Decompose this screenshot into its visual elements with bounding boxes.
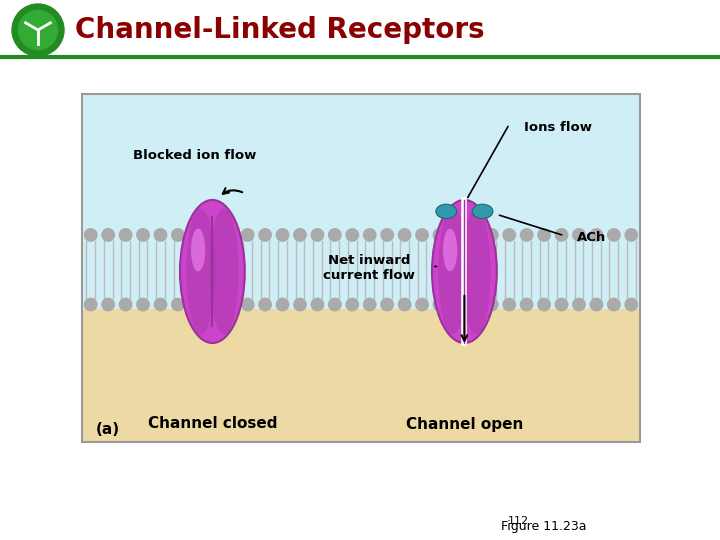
- Circle shape: [416, 229, 428, 241]
- Circle shape: [241, 298, 254, 310]
- Circle shape: [398, 298, 411, 310]
- Circle shape: [276, 298, 289, 310]
- Text: Channel open: Channel open: [405, 416, 523, 431]
- Circle shape: [189, 298, 202, 310]
- Circle shape: [590, 298, 603, 310]
- Circle shape: [276, 229, 289, 241]
- Ellipse shape: [472, 204, 493, 219]
- Circle shape: [259, 229, 271, 241]
- Text: Ions flow: Ions flow: [524, 121, 593, 134]
- Text: Blocked ion flow: Blocked ion flow: [132, 149, 256, 162]
- Ellipse shape: [438, 208, 467, 334]
- Circle shape: [555, 229, 568, 241]
- Circle shape: [364, 229, 376, 241]
- Ellipse shape: [462, 208, 490, 334]
- Circle shape: [311, 298, 323, 310]
- Text: Channel closed: Channel closed: [148, 416, 277, 431]
- Circle shape: [555, 298, 568, 310]
- Circle shape: [346, 298, 359, 310]
- Text: 112: 112: [508, 516, 529, 526]
- Circle shape: [19, 10, 58, 50]
- Circle shape: [346, 229, 359, 241]
- Circle shape: [503, 298, 516, 310]
- Circle shape: [381, 229, 393, 241]
- Circle shape: [154, 229, 166, 241]
- Circle shape: [590, 229, 603, 241]
- Circle shape: [625, 298, 637, 310]
- Circle shape: [328, 298, 341, 310]
- Circle shape: [625, 229, 637, 241]
- Circle shape: [102, 298, 114, 310]
- Circle shape: [398, 229, 411, 241]
- Circle shape: [154, 298, 166, 310]
- Ellipse shape: [432, 200, 497, 343]
- Bar: [82, 309, 640, 442]
- Circle shape: [416, 298, 428, 310]
- Circle shape: [171, 298, 184, 310]
- Circle shape: [207, 229, 219, 241]
- Circle shape: [521, 229, 533, 241]
- Text: (a): (a): [96, 422, 120, 437]
- Ellipse shape: [186, 208, 215, 334]
- Circle shape: [311, 229, 323, 241]
- Text: Channel-Linked Receptors: Channel-Linked Receptors: [75, 16, 485, 44]
- Circle shape: [451, 298, 463, 310]
- Circle shape: [207, 298, 219, 310]
- Ellipse shape: [180, 200, 245, 343]
- Circle shape: [120, 229, 132, 241]
- Text: ACh: ACh: [577, 231, 607, 244]
- Ellipse shape: [210, 208, 238, 334]
- Circle shape: [503, 229, 516, 241]
- Ellipse shape: [436, 204, 456, 219]
- Circle shape: [521, 298, 533, 310]
- Circle shape: [224, 229, 236, 241]
- Circle shape: [433, 298, 446, 310]
- Circle shape: [137, 298, 149, 310]
- Circle shape: [538, 298, 550, 310]
- Circle shape: [259, 298, 271, 310]
- Circle shape: [608, 298, 620, 310]
- Circle shape: [84, 298, 97, 310]
- Circle shape: [381, 298, 393, 310]
- Circle shape: [189, 229, 202, 241]
- Circle shape: [572, 229, 585, 241]
- Circle shape: [572, 298, 585, 310]
- Text: Net inward
current flow: Net inward current flow: [323, 254, 415, 282]
- Circle shape: [102, 229, 114, 241]
- Circle shape: [433, 229, 446, 241]
- Circle shape: [485, 298, 498, 310]
- Circle shape: [364, 298, 376, 310]
- Circle shape: [485, 229, 498, 241]
- Circle shape: [468, 229, 480, 241]
- Bar: [82, 94, 640, 309]
- Circle shape: [137, 229, 149, 241]
- Circle shape: [294, 298, 306, 310]
- Circle shape: [224, 298, 236, 310]
- Circle shape: [468, 298, 480, 310]
- Bar: [82, 94, 640, 442]
- Circle shape: [12, 4, 64, 56]
- Text: Figure 11.23a: Figure 11.23a: [501, 520, 586, 533]
- Circle shape: [608, 229, 620, 241]
- Circle shape: [84, 229, 97, 241]
- Circle shape: [171, 229, 184, 241]
- Circle shape: [328, 229, 341, 241]
- Ellipse shape: [443, 228, 457, 272]
- Circle shape: [294, 229, 306, 241]
- Circle shape: [120, 298, 132, 310]
- Circle shape: [451, 229, 463, 241]
- Circle shape: [241, 229, 254, 241]
- Circle shape: [538, 229, 550, 241]
- Ellipse shape: [191, 228, 205, 272]
